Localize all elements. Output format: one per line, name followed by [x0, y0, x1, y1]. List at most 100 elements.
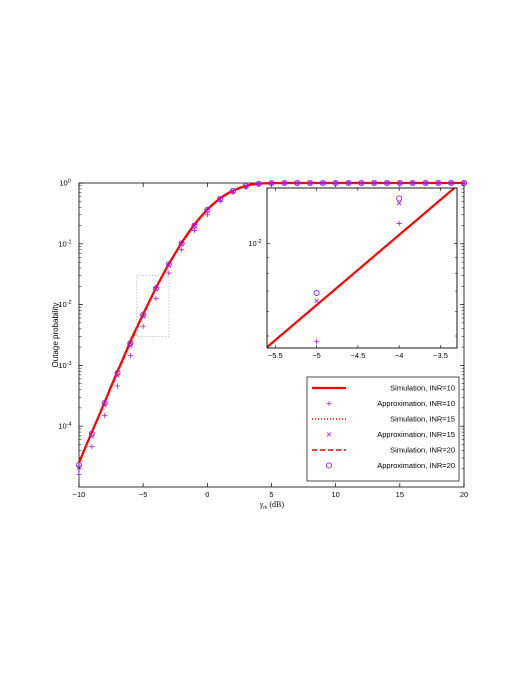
plus-marker	[191, 227, 198, 234]
plus-marker	[153, 296, 159, 302]
zoom-region-box	[136, 275, 170, 337]
circle-marker	[204, 206, 211, 214]
legend-item: Approximation, INR=15	[326, 430, 455, 439]
circle-marker	[255, 180, 262, 187]
legend-item: Approximation, INR=20	[325, 461, 455, 470]
circle-marker	[325, 462, 333, 469]
circle-marker	[242, 183, 249, 190]
x-marker	[256, 181, 261, 187]
circle-marker	[178, 240, 185, 247]
x-marker	[436, 180, 441, 186]
x-tick-label: 10	[331, 490, 339, 499]
plus-marker	[396, 220, 402, 227]
circle-marker	[281, 179, 288, 187]
plus-marker	[179, 247, 185, 253]
inset-x-tick-label: −4	[395, 351, 404, 360]
main-axis-ticks: −10 −5 0 5 10 15 20 10-4 10-3 10-2 10-1 100	[58, 179, 468, 500]
x-marker	[423, 180, 428, 186]
plus-marker	[140, 323, 146, 329]
circle-marker	[422, 179, 429, 187]
inset-y-tick-label: 10-2	[248, 239, 261, 248]
legend-frame	[306, 376, 460, 482]
circle-marker	[448, 179, 455, 187]
x-marker	[230, 189, 236, 194]
circle-marker	[332, 179, 339, 187]
x-marker	[243, 184, 249, 189]
legend-label: Approximation, INR=15	[377, 430, 455, 439]
x-marker	[314, 298, 319, 304]
x-marker	[140, 314, 146, 319]
inset-frame	[266, 187, 458, 349]
circle-marker	[152, 285, 160, 292]
circle-marker	[345, 179, 352, 187]
inset-x-tick-label: −4.5	[350, 351, 365, 360]
x-marker	[269, 180, 274, 186]
y-tick-label: 10-2	[58, 300, 71, 309]
circle-marker	[435, 179, 442, 187]
x-marker	[217, 196, 223, 202]
y-tick-label: 10-4	[58, 422, 71, 431]
x-marker	[371, 180, 377, 186]
legend-label: Simulation, INR=10	[390, 384, 455, 393]
plus-marker	[89, 444, 95, 450]
y-axis-label: Outage probability	[51, 303, 60, 368]
circle-marker	[140, 311, 147, 318]
legend-label: Simulation, INR=20	[390, 446, 455, 455]
inset-axis-ticks: −5.5 −5 −4.5 −4 −3.5 10-2	[248, 188, 457, 360]
inset-series-group	[267, 188, 457, 348]
circle-marker	[191, 222, 198, 229]
inset-x-tick-label: −3.5	[433, 351, 448, 360]
circle-marker	[409, 179, 416, 187]
circle-marker	[460, 179, 468, 187]
plus-marker	[326, 400, 332, 407]
x-tick-label: −5	[139, 490, 148, 499]
circle-marker	[229, 187, 237, 195]
x-marker	[320, 180, 326, 186]
x-marker	[461, 180, 467, 186]
x-marker	[448, 180, 454, 186]
circle-marker	[294, 179, 301, 187]
circle-marker	[114, 369, 121, 377]
legend-item: Approximation, INR=10	[326, 399, 455, 408]
circle-marker	[217, 195, 224, 202]
circle-marker	[127, 340, 134, 347]
inset-x-tick-label: −5	[312, 351, 321, 360]
circle-marker	[88, 430, 95, 437]
x-tick-label: −10	[73, 490, 86, 499]
circle-marker	[396, 179, 403, 187]
circle-marker	[319, 179, 326, 187]
inset-simulation-line	[267, 188, 457, 348]
y-tick-label: 10-3	[58, 361, 71, 370]
plus-marker	[230, 189, 236, 196]
circle-marker	[101, 400, 108, 407]
x-marker	[384, 180, 390, 186]
x-tick-label: 5	[269, 490, 273, 499]
x-marker	[326, 432, 332, 437]
x-marker	[346, 180, 351, 186]
main-plot-area	[75, 179, 468, 478]
x-marker	[397, 180, 403, 186]
legend-label: Simulation, INR=15	[390, 415, 455, 424]
series-line-solid	[77, 181, 464, 464]
legend-label: Approximation, INR=10	[377, 399, 455, 408]
circle-marker	[396, 195, 403, 202]
x-tick-label: 0	[205, 490, 209, 499]
x-marker	[333, 180, 338, 186]
circle-marker	[371, 179, 378, 187]
y-tick-label: 10-1	[58, 239, 71, 248]
circle-marker	[383, 179, 391, 187]
x-marker	[410, 180, 415, 186]
x-marker	[307, 180, 313, 186]
plus-marker	[114, 383, 121, 389]
x-marker	[294, 180, 300, 186]
x-marker	[396, 200, 402, 206]
y-tick-label: 100	[59, 179, 70, 188]
circle-marker	[306, 179, 314, 187]
circle-marker	[75, 461, 83, 469]
plus-marker	[76, 471, 82, 478]
plus-marker	[166, 270, 172, 276]
x-tick-label: 15	[396, 490, 404, 499]
x-marker	[282, 180, 287, 186]
circle-marker	[165, 261, 172, 268]
